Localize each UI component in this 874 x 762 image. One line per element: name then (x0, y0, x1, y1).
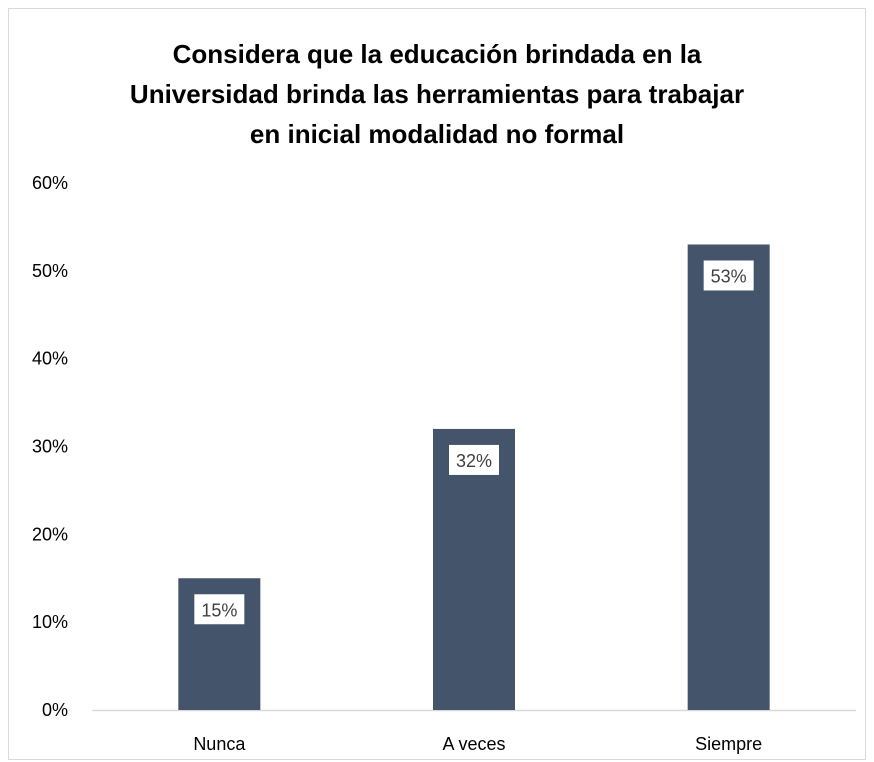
chart-title-line-2: Universidad brinda las herramientas para… (129, 79, 745, 109)
data-label: 32% (456, 451, 492, 471)
y-tick-label: 10% (32, 612, 68, 632)
x-category-label: A veces (442, 734, 505, 754)
data-label: 15% (201, 600, 237, 620)
chart-title-line-1: Considera que la educación brindada en l… (172, 39, 702, 69)
bar (687, 244, 770, 710)
x-category-label: Siempre (695, 734, 762, 754)
y-tick-label: 0% (42, 700, 68, 720)
y-tick-label: 60% (32, 173, 68, 193)
y-tick-label: 30% (32, 437, 68, 457)
chart-title: Considera que la educación brindada en l… (0, 34, 874, 154)
data-label-box (194, 594, 245, 625)
bar (433, 428, 515, 710)
data-label-box (703, 260, 754, 291)
y-tick-label: 50% (32, 261, 68, 281)
y-tick-label: 40% (32, 349, 68, 369)
x-category-label: Nunca (193, 734, 246, 754)
y-tick-label: 20% (32, 524, 68, 544)
data-label-box (449, 444, 499, 475)
data-label: 53% (711, 266, 747, 286)
chart-title-line-3: en inicial modalidad no formal (249, 119, 625, 149)
